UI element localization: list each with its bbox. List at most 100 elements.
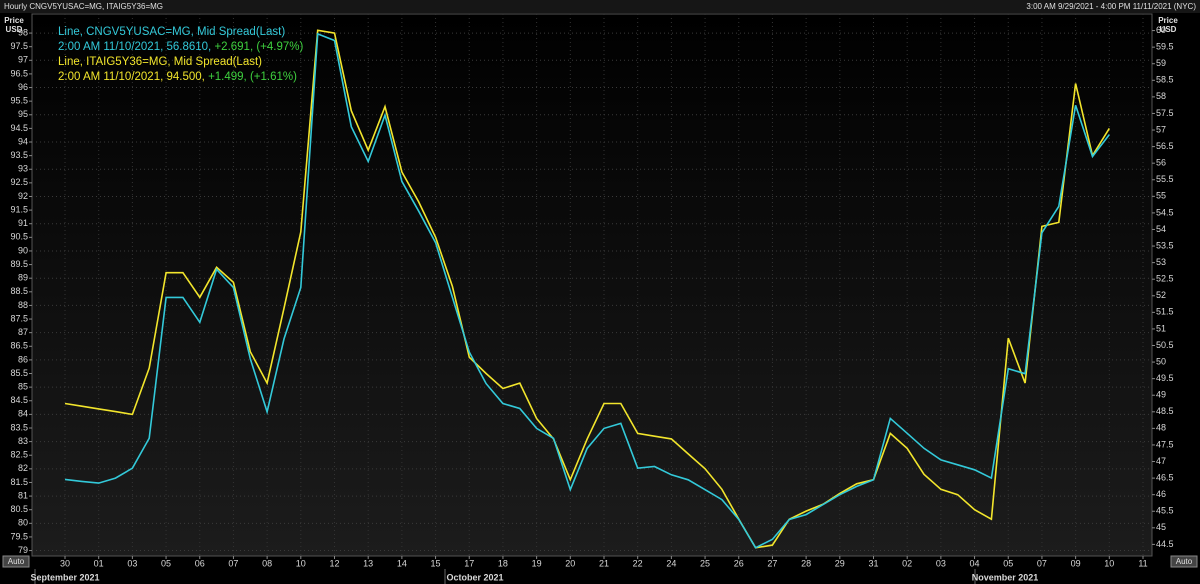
x-tick-label: 30 (60, 558, 70, 568)
y-tick-label: 97.5 (10, 41, 28, 51)
y-tick-label: 93 (18, 164, 28, 174)
chart-title: Hourly CNGV5YUSAC=MG, ITAIG5Y36=MG (4, 2, 163, 11)
month-label: October 2021 (446, 572, 503, 582)
y2-tick-label: 60 (1156, 25, 1166, 35)
y-tick-label: 83 (18, 436, 28, 446)
x-tick-label: 19 (532, 558, 542, 568)
y2-tick-label: 48 (1156, 423, 1166, 433)
x-tick-label: 09 (1071, 558, 1081, 568)
y-tick-label: 92.5 (10, 177, 28, 187)
y-tick-label: 83.5 (10, 422, 28, 432)
x-tick-label: 03 (127, 558, 137, 568)
y-tick-label: 84.5 (10, 395, 28, 405)
x-tick-label: 12 (329, 558, 339, 568)
x-tick-label: 15 (431, 558, 441, 568)
legend-entry: Line, CNGV5YUSAC=MG, Mid Spread(Last) (58, 26, 285, 38)
x-tick-label: 18 (498, 558, 508, 568)
x-tick-label: 05 (1003, 558, 1013, 568)
y-tick-label: 84 (18, 409, 28, 419)
auto-button-label[interactable]: Auto (8, 557, 25, 566)
y2-tick-label: 54 (1156, 224, 1166, 234)
y2-tick-label: 57.5 (1156, 108, 1174, 118)
y-tick-label: 85.5 (10, 368, 28, 378)
x-tick-label: 31 (868, 558, 878, 568)
legend-last: 2:00 AM 11/10/2021, 56.8610, +2.691, (+4… (58, 41, 303, 53)
y-tick-label: 88.5 (10, 286, 28, 296)
y2-tick-label: 47 (1156, 456, 1166, 466)
y2-tick-label: 51.5 (1156, 307, 1174, 317)
y2-tick-label: 49.5 (1156, 373, 1174, 383)
x-tick-label: 28 (801, 558, 811, 568)
y-tick-label: 87 (18, 327, 28, 337)
title-bar (0, 0, 1200, 13)
y2-tick-label: 57 (1156, 124, 1166, 134)
auto-button[interactable] (1170, 555, 1198, 568)
legend-last-value: 2:00 AM 11/10/2021, 94.500, (58, 71, 205, 83)
x-tick-label: 14 (397, 558, 407, 568)
x-tick-label: 04 (970, 558, 980, 568)
y-tick-label: 96 (18, 82, 28, 92)
x-tick-label: 24 (666, 558, 676, 568)
y-tick-label: 95 (18, 109, 28, 119)
y-tick-label: 86 (18, 354, 28, 364)
y2-tick-label: 47.5 (1156, 439, 1174, 449)
y2-tick-label: 58 (1156, 91, 1166, 101)
y-tick-label: 91.5 (10, 204, 28, 214)
y2-tick-label: 53 (1156, 257, 1166, 267)
x-tick-label: 10 (296, 558, 306, 568)
y-tick-label: 81 (18, 490, 28, 500)
y2-tick-label: 45 (1156, 522, 1166, 532)
y2-tick-label: 52.5 (1156, 274, 1174, 284)
y2-tick-label: 53.5 (1156, 240, 1174, 250)
legend-change: +2.691, (+4.97%) (214, 41, 303, 53)
y-tick-label: 82 (18, 463, 28, 473)
y-tick-label: 88 (18, 300, 28, 310)
y-tick-label: 94.5 (10, 123, 28, 133)
y2-axis-label: Price USD (1158, 16, 1178, 34)
x-tick-label: 01 (94, 558, 104, 568)
auto-button-label[interactable]: Auto (1176, 557, 1193, 566)
month-label: September 2021 (30, 572, 99, 582)
y2-tick-label: 58.5 (1156, 75, 1174, 85)
x-tick-label: 07 (1037, 558, 1047, 568)
y-tick-label: 85 (18, 382, 28, 392)
y-tick-label: 92 (18, 191, 28, 201)
y2-tick-label: 55.5 (1156, 174, 1174, 184)
x-tick-label: 25 (700, 558, 710, 568)
y2-tick-label: 50 (1156, 356, 1166, 366)
y2-tick-label: 51 (1156, 323, 1166, 333)
auto-button[interactable] (2, 555, 30, 568)
month-label: November 2021 (972, 572, 1039, 582)
x-tick-label: 29 (835, 558, 845, 568)
y2-tick-label: 48.5 (1156, 406, 1174, 416)
x-tick-label: 20 (565, 558, 575, 568)
legend-last: 2:00 AM 11/10/2021, 94.500, +1.499, (+1.… (58, 71, 297, 83)
y-tick-label: 98 (18, 27, 28, 37)
y-tick-label: 80.5 (10, 504, 28, 514)
x-tick-label: 17 (464, 558, 474, 568)
x-tick-label: 13 (363, 558, 373, 568)
x-tick-label: 27 (767, 558, 777, 568)
date-range: 3:00 AM 9/29/2021 - 4:00 PM 11/11/2021 (… (1026, 2, 1196, 11)
y-tick-label: 95.5 (10, 96, 28, 106)
x-tick-label: 08 (262, 558, 272, 568)
y-tick-label: 90.5 (10, 232, 28, 242)
y-tick-label: 89.5 (10, 259, 28, 269)
y-tick-label: 81.5 (10, 477, 28, 487)
y2-tick-label: 49 (1156, 390, 1166, 400)
y-tick-label: 86.5 (10, 341, 28, 351)
y2-tick-label: 52 (1156, 290, 1166, 300)
y-tick-label: 96.5 (10, 68, 28, 78)
y-tick-label: 91 (18, 218, 28, 228)
x-tick-label: 10 (1104, 558, 1114, 568)
y2-tick-label: 59 (1156, 58, 1166, 68)
y-tick-label: 87.5 (10, 313, 28, 323)
y-tick-label: 79 (18, 545, 28, 555)
series-line (64, 29, 1110, 549)
x-tick-label: 21 (599, 558, 609, 568)
y2-tick-label: 50.5 (1156, 340, 1174, 350)
y2-tick-label: 54.5 (1156, 207, 1174, 217)
x-tick-label: 07 (228, 558, 238, 568)
x-tick-label: 11 (1138, 558, 1147, 568)
x-tick-label: 22 (633, 558, 643, 568)
